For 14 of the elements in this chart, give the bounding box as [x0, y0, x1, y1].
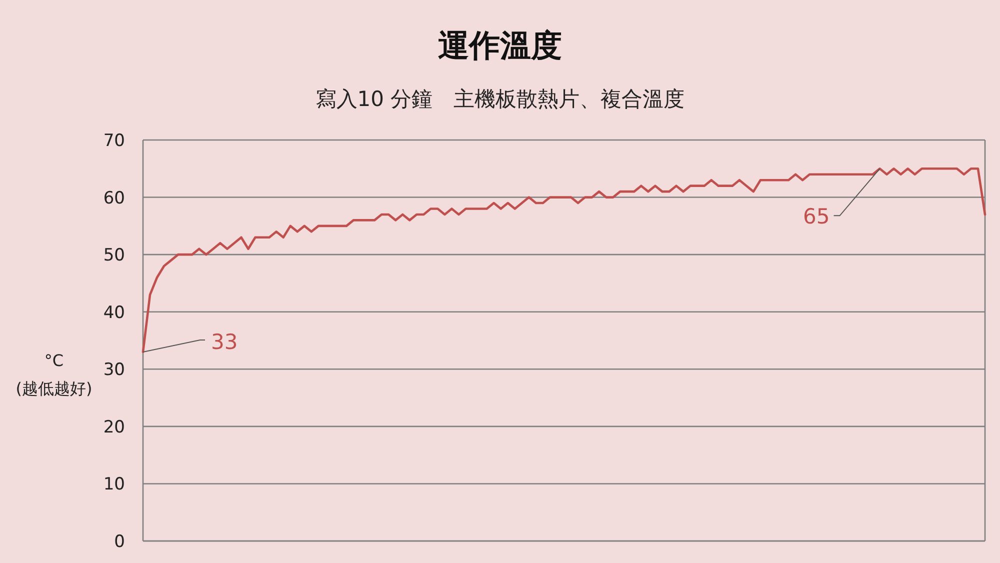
y-tick-label: 20	[103, 417, 125, 438]
y-tick-label: 10	[103, 474, 125, 495]
y-axis-title: °C (越低越好)	[16, 351, 92, 398]
annotation: 33	[211, 330, 238, 354]
y-tick-label: 40	[103, 302, 125, 323]
y-tick-label: 50	[103, 246, 125, 266]
chart-title: 運作溫度	[438, 28, 562, 64]
line-series	[142, 167, 986, 354]
chart-subtitle: 寫入10 分鐘 主機板散熱片、複合溫度	[315, 87, 685, 111]
y-tick-label: 70	[103, 131, 125, 151]
y-tick-label: 30	[103, 360, 125, 380]
annotation: 65	[803, 204, 830, 229]
y-tick-label: 60	[103, 188, 125, 208]
y-tick-label: 0	[114, 532, 125, 552]
